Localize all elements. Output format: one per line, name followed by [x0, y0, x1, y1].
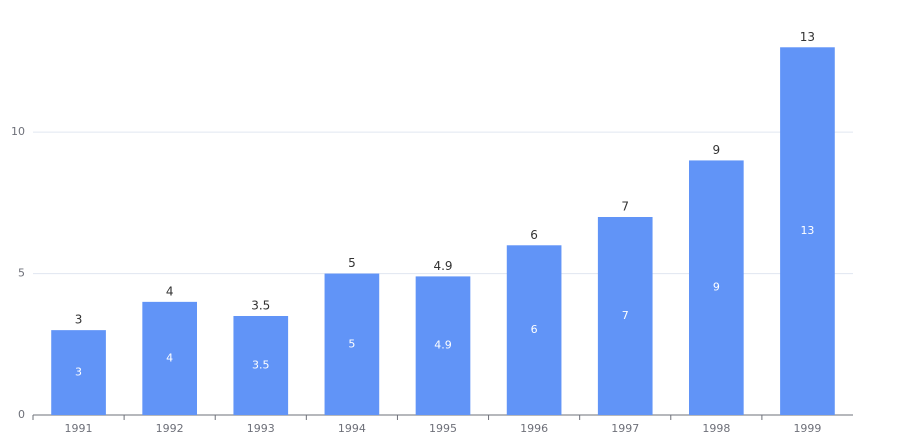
value-label: 13 [800, 30, 815, 44]
y-tick-label: 10 [11, 125, 25, 138]
x-tick-label: 1993 [247, 422, 275, 435]
x-tick-label: 1992 [156, 422, 184, 435]
bar [142, 301, 197, 415]
value-label: 5 [348, 256, 356, 270]
value-label: 4 [166, 284, 174, 298]
bar [233, 316, 289, 415]
bar [689, 160, 744, 415]
bar [51, 330, 106, 415]
inner-value-label: 13 [800, 224, 814, 237]
bar [780, 47, 835, 416]
inner-value-label: 4.9 [434, 339, 452, 352]
value-label: 4.9 [433, 259, 452, 273]
value-label: 6 [530, 228, 538, 242]
bar [506, 245, 562, 415]
value-label: 7 [621, 200, 629, 214]
bar [415, 276, 471, 415]
x-tick-label: 1994 [338, 422, 366, 435]
inner-value-label: 6 [531, 323, 538, 336]
x-tick-label: 1999 [793, 422, 821, 435]
y-tick-label: 5 [18, 267, 25, 280]
x-tick-label: 1997 [611, 422, 639, 435]
value-label: 3 [75, 313, 83, 327]
bar [324, 273, 380, 415]
inner-value-label: 3 [75, 366, 82, 379]
x-tick-label: 1991 [65, 422, 93, 435]
inner-value-label: 3.5 [252, 359, 270, 372]
inner-value-label: 5 [348, 337, 355, 350]
inner-value-label: 9 [713, 281, 720, 294]
x-tick-label: 1995 [429, 422, 457, 435]
bar [597, 217, 653, 415]
y-tick-label: 0 [18, 408, 25, 421]
value-label: 9 [713, 143, 721, 157]
x-tick-label: 1996 [520, 422, 548, 435]
x-tick-label: 1998 [702, 422, 730, 435]
inner-value-label: 4 [166, 351, 173, 364]
inner-value-label: 7 [622, 309, 629, 322]
value-label: 3.5 [251, 299, 270, 313]
